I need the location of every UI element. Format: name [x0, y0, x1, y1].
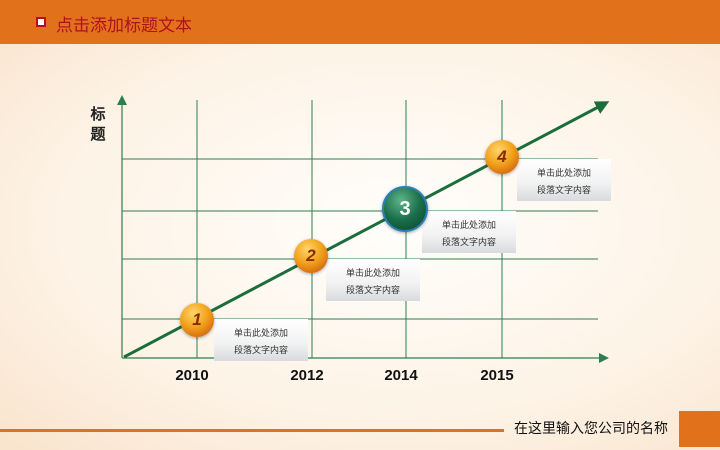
- callout-line2: 段落文字内容: [441, 238, 496, 248]
- milestone-callout[interactable]: 单击此处添加 段落文字内容: [422, 211, 516, 253]
- x-tick-label: 2014: [384, 367, 418, 384]
- milestone-number: 4: [497, 147, 507, 166]
- milestone-marker-2[interactable]: 2: [294, 239, 328, 273]
- callout-line1: 单击此处添加: [233, 329, 288, 339]
- title-bullet-icon: [36, 17, 46, 27]
- page-title[interactable]: 点击添加标题文本: [56, 16, 192, 36]
- footer-line: [0, 429, 504, 432]
- x-tick-label: 2015: [480, 367, 514, 384]
- callout-line1: 单击此处添加: [441, 221, 496, 231]
- callout-line1: 单击此处添加: [536, 169, 591, 179]
- company-name[interactable]: 在这里输入您公司的名称: [514, 421, 668, 437]
- milestone-marker-3[interactable]: 3: [382, 186, 428, 232]
- callout-line1: 单击此处添加: [345, 269, 400, 279]
- callout-line2: 段落文字内容: [233, 346, 288, 356]
- x-tick-label: 2012: [290, 367, 324, 384]
- x-tick-label: 2010: [175, 367, 209, 384]
- callout-line2: 段落文字内容: [345, 286, 400, 296]
- milestone-number: 1: [192, 310, 202, 329]
- y-axis-label: 标题: [90, 105, 106, 143]
- milestone-callout[interactable]: 单击此处添加 段落文字内容: [214, 319, 308, 361]
- footer-block: [679, 411, 720, 447]
- milestone-callout[interactable]: 单击此处添加 段落文字内容: [326, 259, 420, 301]
- milestone-number: 2: [306, 246, 316, 265]
- milestone-marker-4[interactable]: 4: [485, 140, 519, 174]
- milestone-marker-1[interactable]: 1: [180, 303, 214, 337]
- callout-line2: 段落文字内容: [536, 186, 591, 196]
- milestone-callout[interactable]: 单击此处添加 段落文字内容: [517, 159, 611, 201]
- milestone-number: 3: [399, 197, 411, 220]
- header-bar: [0, 0, 720, 44]
